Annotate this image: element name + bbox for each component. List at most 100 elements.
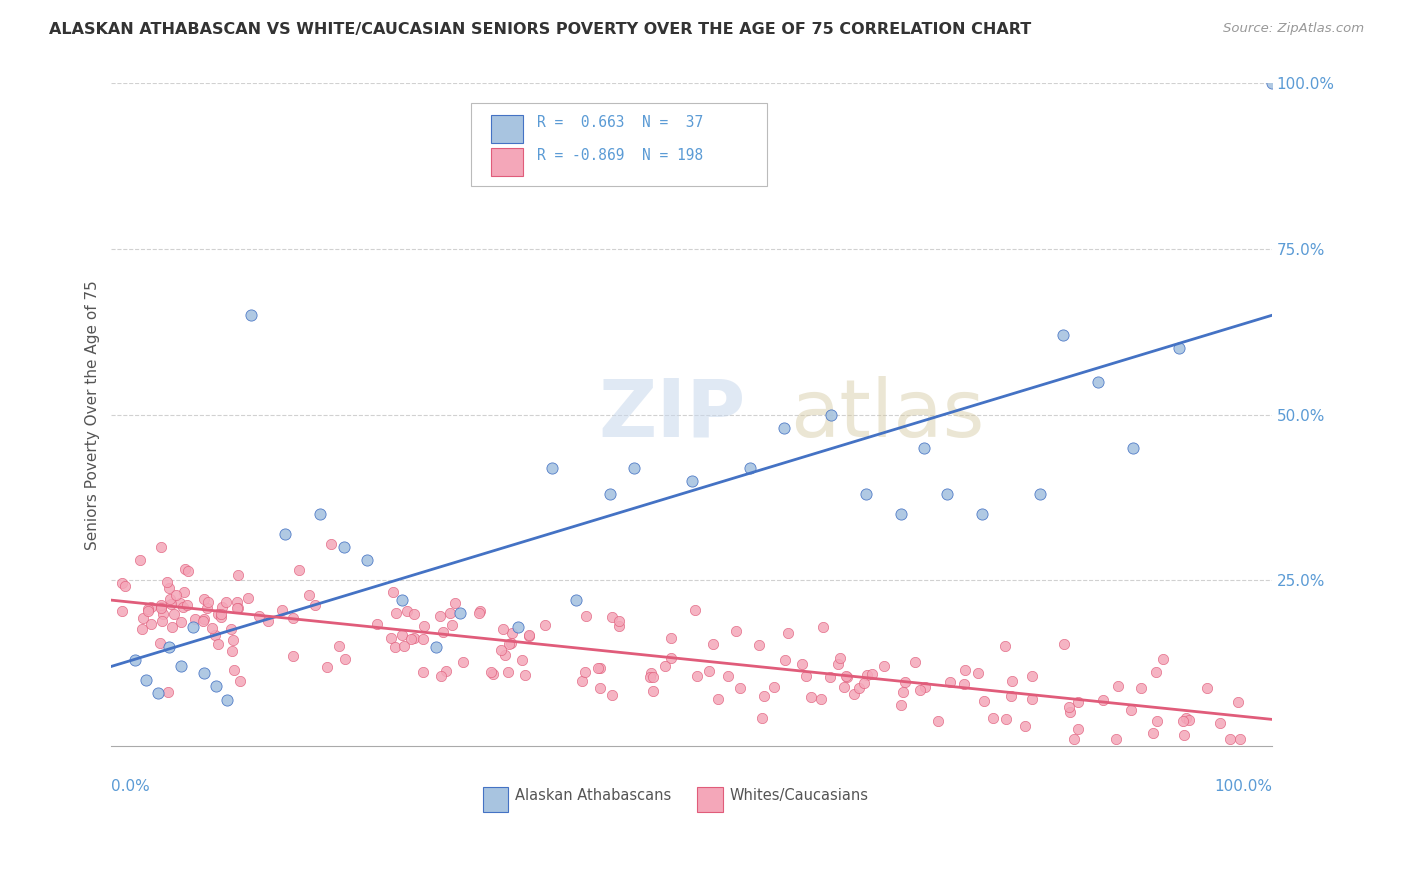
Point — [599, 487, 621, 501]
Point — [380, 632, 402, 646]
Point — [641, 670, 664, 684]
Point — [304, 599, 326, 613]
Point — [973, 694, 995, 708]
Point — [908, 682, 931, 697]
Point — [209, 610, 232, 624]
Point — [135, 673, 157, 687]
Point — [574, 665, 596, 679]
Text: atlas: atlas — [790, 376, 984, 454]
Point — [848, 681, 870, 696]
Point — [173, 585, 195, 599]
Point — [217, 692, 239, 706]
Point — [1178, 714, 1201, 728]
Point — [399, 632, 422, 647]
Point — [800, 690, 823, 705]
Point — [170, 615, 193, 629]
Point — [333, 652, 356, 666]
Point — [513, 668, 536, 682]
Point — [146, 686, 169, 700]
Point — [177, 564, 200, 578]
Point — [468, 604, 491, 618]
Point — [1168, 342, 1191, 356]
Point — [181, 620, 204, 634]
Point — [444, 596, 467, 610]
Point — [654, 659, 676, 673]
Point — [132, 611, 155, 625]
Point — [209, 607, 232, 621]
Point — [193, 612, 215, 626]
Point — [1053, 636, 1076, 650]
Point — [257, 615, 280, 629]
Point — [226, 600, 249, 615]
Point — [607, 614, 630, 628]
Point — [640, 671, 662, 685]
Point — [332, 540, 354, 554]
Point — [396, 604, 419, 618]
Point — [1021, 691, 1043, 706]
Point — [494, 648, 516, 663]
Point — [893, 685, 915, 699]
Point — [994, 640, 1017, 654]
Point — [904, 656, 927, 670]
Point — [111, 575, 134, 590]
Point — [794, 668, 817, 682]
Point — [215, 595, 238, 609]
Point — [776, 626, 799, 640]
Point — [873, 658, 896, 673]
Point — [204, 628, 226, 642]
Point — [936, 487, 959, 501]
Point — [238, 591, 260, 606]
Point — [159, 591, 181, 606]
Point — [165, 588, 187, 602]
Point — [412, 665, 434, 680]
Point — [384, 640, 406, 655]
Point — [193, 614, 215, 628]
Point — [893, 675, 915, 690]
Point — [239, 308, 262, 322]
Point — [479, 665, 502, 680]
Point — [1067, 695, 1090, 709]
Point — [810, 692, 832, 706]
Point — [1174, 711, 1197, 725]
Y-axis label: Seniors Poverty Over the Age of 75: Seniors Poverty Over the Age of 75 — [86, 280, 100, 549]
Point — [1105, 732, 1128, 747]
Point — [404, 631, 426, 645]
Point — [1029, 487, 1052, 501]
Point — [1059, 706, 1081, 720]
Point — [114, 579, 136, 593]
Point — [953, 677, 976, 691]
Text: R = -0.869  N = 198: R = -0.869 N = 198 — [537, 148, 703, 163]
Point — [141, 600, 163, 615]
Point — [818, 670, 841, 684]
Point — [837, 670, 859, 684]
Point — [1146, 714, 1168, 728]
Point — [391, 628, 413, 642]
Point — [366, 617, 388, 632]
Point — [600, 689, 623, 703]
Bar — [491, 148, 523, 177]
Point — [309, 507, 332, 521]
Point — [571, 673, 593, 688]
Point — [271, 602, 294, 616]
Point — [139, 616, 162, 631]
Point — [451, 655, 474, 669]
Point — [811, 620, 834, 634]
Point — [163, 607, 186, 621]
Point — [247, 609, 270, 624]
Point — [328, 640, 350, 654]
Point — [1171, 714, 1194, 728]
Point — [501, 636, 523, 650]
Point — [589, 661, 612, 675]
Point — [391, 593, 413, 607]
Point — [207, 637, 229, 651]
Point — [738, 460, 761, 475]
Point — [413, 618, 436, 632]
Point — [792, 657, 814, 671]
Point — [1107, 679, 1129, 693]
Point — [211, 599, 233, 614]
Point — [489, 642, 512, 657]
Point — [281, 649, 304, 664]
Text: Whites/Caucasians: Whites/Caucasians — [730, 788, 869, 803]
Point — [193, 665, 215, 680]
Point — [197, 595, 219, 609]
